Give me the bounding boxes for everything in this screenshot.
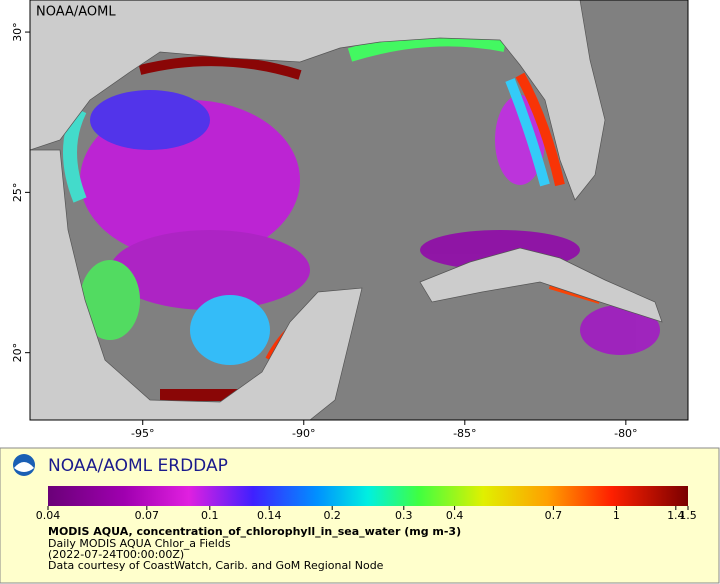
legend-title: NOAA/AOML ERDDAP — [48, 456, 228, 476]
colorbar-tick-label: 0.1 — [201, 509, 219, 522]
colorbar-tick-label: 0.04 — [36, 509, 61, 522]
time: (2022-07-24T00:00:00Z) — [48, 548, 184, 561]
colorbar-tick-label: 0.4 — [446, 509, 464, 522]
y-tick-label: 30° — [11, 22, 24, 42]
land-cuba — [419, 247, 663, 323]
land-north — [30, 0, 606, 201]
x-tick-label: -85° — [453, 427, 476, 440]
noaa-logo-bird — [14, 462, 34, 472]
colorbar-tick-label: 0.7 — [545, 509, 563, 522]
colorbar-tick-label: 0.2 — [323, 509, 341, 522]
y-tick-label: 25° — [11, 183, 24, 203]
dataset: Daily MODIS AQUA Chlor_a Fields — [48, 537, 231, 550]
colorbar-tick-label: 0.07 — [135, 509, 160, 522]
map-frame — [29, 0, 689, 421]
colorbar-tick-label: 0.3 — [395, 509, 413, 522]
x-tick-label: -95° — [131, 427, 154, 440]
x-tick-label: -80° — [614, 427, 637, 440]
y-tick-label: 20° — [11, 343, 24, 363]
map-area — [30, 0, 688, 420]
x-tick-label: -90° — [292, 427, 315, 440]
colorbar-tick-label: 1.4 — [667, 509, 685, 522]
variable: MODIS AQUA, concentration_of_chlorophyll… — [48, 525, 461, 538]
colorbar-tick-label: 1 — [613, 509, 620, 522]
colorbar — [48, 486, 688, 506]
land-mexico — [30, 149, 363, 420]
credit: Data courtesy of CoastWatch, Carib. and … — [48, 559, 384, 572]
colorbar-tick-label: 0.14 — [257, 509, 282, 522]
watermark: NOAA/AOML — [36, 5, 116, 20]
colorbar-tick-label: 1.5 — [679, 509, 697, 522]
legend-panel — [0, 447, 720, 584]
